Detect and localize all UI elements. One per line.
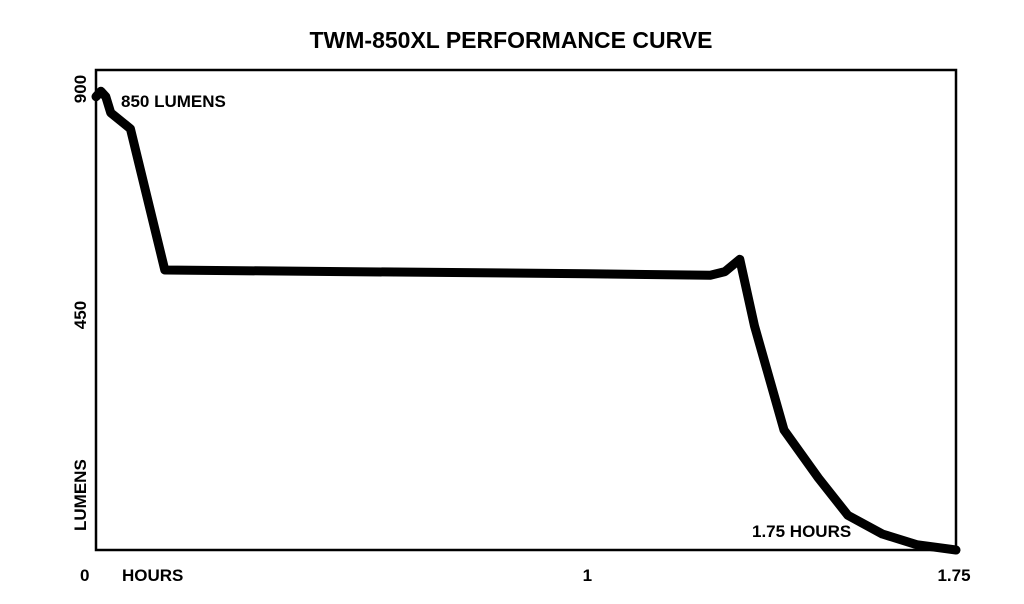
annotation-label: 1.75 HOURS	[752, 522, 851, 541]
series-line	[91, 86, 961, 555]
x-tick-label: 1.75	[937, 566, 970, 585]
y-tick-label: 450	[71, 301, 90, 329]
y-axis-label: LUMENS	[71, 459, 90, 531]
plot-frame	[94, 68, 958, 552]
x-tick-label: 0	[80, 566, 89, 585]
chart-title: TWM-850XL PERFORMANCE CURVE	[310, 27, 713, 53]
chart-annotations: 850 LUMENS 1.75 HOURS	[121, 92, 851, 541]
x-axis-ticks: 0 1 1.75	[80, 566, 971, 585]
x-tick-label: 1	[583, 566, 592, 585]
y-axis-ticks: 450 900	[71, 75, 90, 329]
annotation-label: 850 LUMENS	[121, 92, 226, 111]
y-tick-label: 900	[71, 75, 90, 103]
x-axis-label: HOURS	[122, 566, 183, 585]
